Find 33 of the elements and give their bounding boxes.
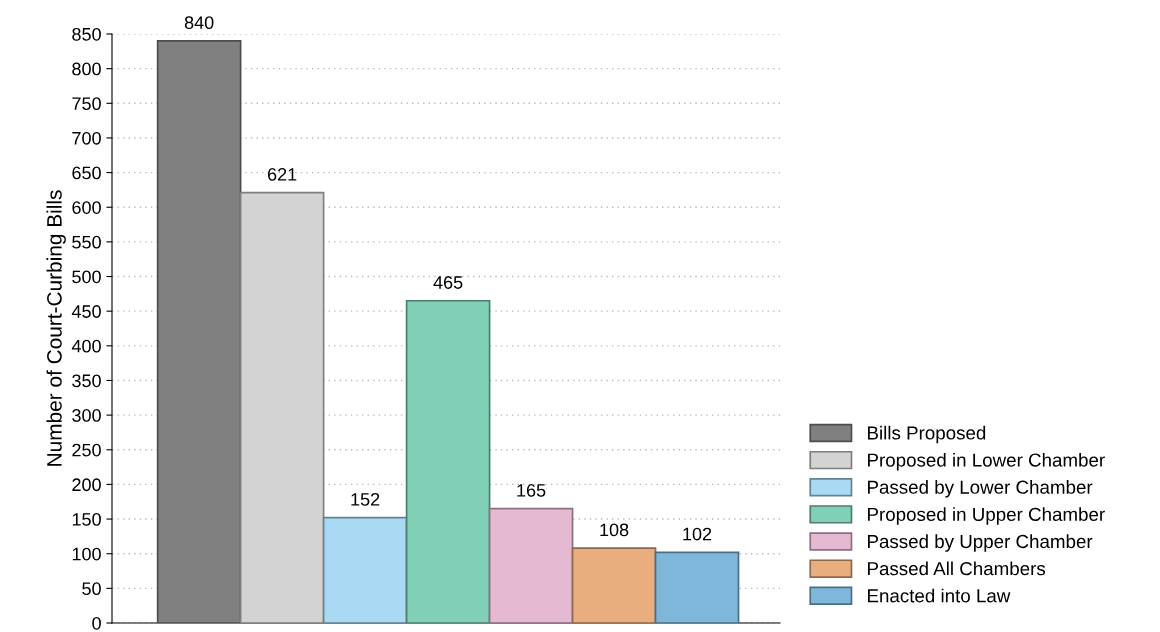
data-label: 465 [433,276,463,289]
legend-label: Passed by Upper Chamber [868,534,1093,552]
y-tick-label: 600 [72,201,101,214]
y-tick-label: 350 [72,374,101,388]
data-label: 165 [517,483,546,497]
legend-label: Enacted into Law [868,588,1011,603]
legend-label: Passed All Chambers [868,561,1046,576]
y-tick-label: 500 [72,270,101,284]
y-tick-label: 100 [72,547,101,561]
data-label: 840 [184,16,214,30]
y-tick-label: 450 [71,305,101,318]
y-tick-label: 550 [72,235,101,249]
data-label: 152 [351,492,380,506]
data-label: 102 [683,527,712,541]
y-tick-label: 200 [72,478,101,492]
y-tick-label: 250 [72,443,101,457]
y-tick-label: 800 [72,62,101,76]
legend-label: Passed by Lower Chamber [868,480,1093,498]
y-tick-label: 300 [72,409,101,422]
y-tick-label: 700 [72,131,101,145]
y-tick-label: 0 [92,616,101,630]
y-tick-label: 650 [72,166,101,180]
data-label: 108 [600,523,629,537]
y-tick-label: 150 [72,512,101,526]
y-tick-label: 50 [82,582,101,596]
y-axis-title: Number of Court-Curbing Bills [46,190,66,466]
data-label: 621 [267,168,297,181]
legend-label: Bills Proposed [868,425,986,444]
y-tick-label: 400 [71,339,101,353]
y-tick-label: 850 [72,27,101,41]
y-tick-label: 750 [72,97,101,111]
legend-label: Proposed in Lower Chamber [868,452,1105,471]
legend-label: Proposed in Upper Chamber [868,507,1105,525]
